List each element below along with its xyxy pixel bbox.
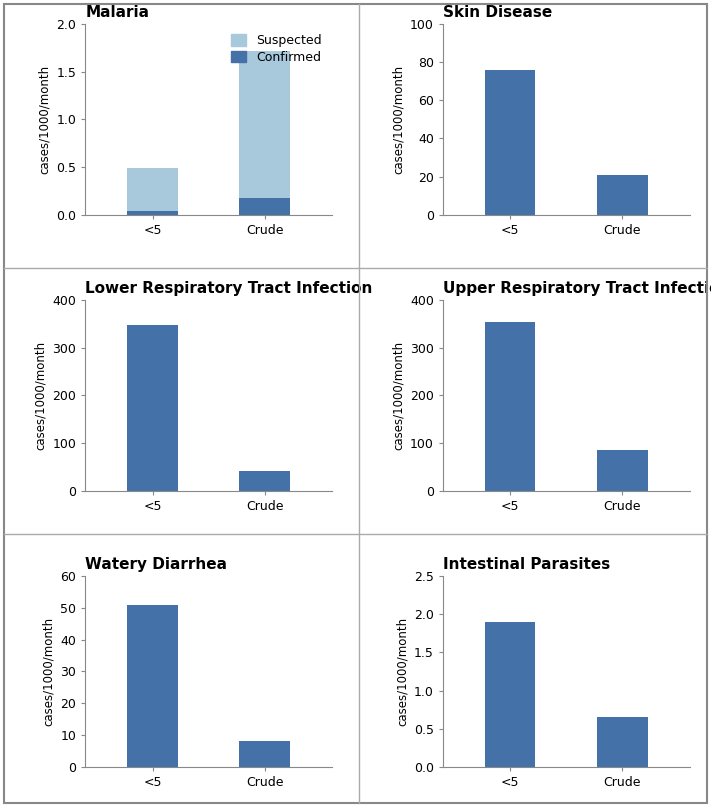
Bar <box>485 70 535 215</box>
Text: Upper Respiratory Tract Infection: Upper Respiratory Tract Infection <box>443 282 711 296</box>
Bar <box>240 470 290 491</box>
Y-axis label: cases/1000/month: cases/1000/month <box>34 341 47 450</box>
Y-axis label: cases/1000/month: cases/1000/month <box>395 617 408 726</box>
Y-axis label: cases/1000/month: cases/1000/month <box>42 617 55 726</box>
Y-axis label: cases/1000/month: cases/1000/month <box>392 65 405 174</box>
Bar <box>485 622 535 767</box>
Y-axis label: cases/1000/month: cases/1000/month <box>38 65 50 174</box>
Bar <box>240 742 290 767</box>
Bar <box>127 604 178 767</box>
Text: Skin Disease: Skin Disease <box>443 6 552 20</box>
Legend: Suspected, Confirmed: Suspected, Confirmed <box>228 31 326 68</box>
Bar <box>597 450 648 491</box>
Text: Lower Respiratory Tract Infection: Lower Respiratory Tract Infection <box>85 282 373 296</box>
Bar <box>127 168 178 211</box>
Bar <box>240 199 290 215</box>
Bar <box>485 322 535 491</box>
Bar <box>597 174 648 215</box>
Y-axis label: cases/1000/month: cases/1000/month <box>392 341 405 450</box>
Text: Intestinal Parasites: Intestinal Parasites <box>443 558 610 572</box>
Bar <box>127 325 178 491</box>
Bar <box>240 51 290 199</box>
Text: Malaria: Malaria <box>85 6 149 20</box>
Text: Watery Diarrhea: Watery Diarrhea <box>85 558 228 572</box>
Bar <box>597 717 648 767</box>
Bar <box>127 211 178 215</box>
